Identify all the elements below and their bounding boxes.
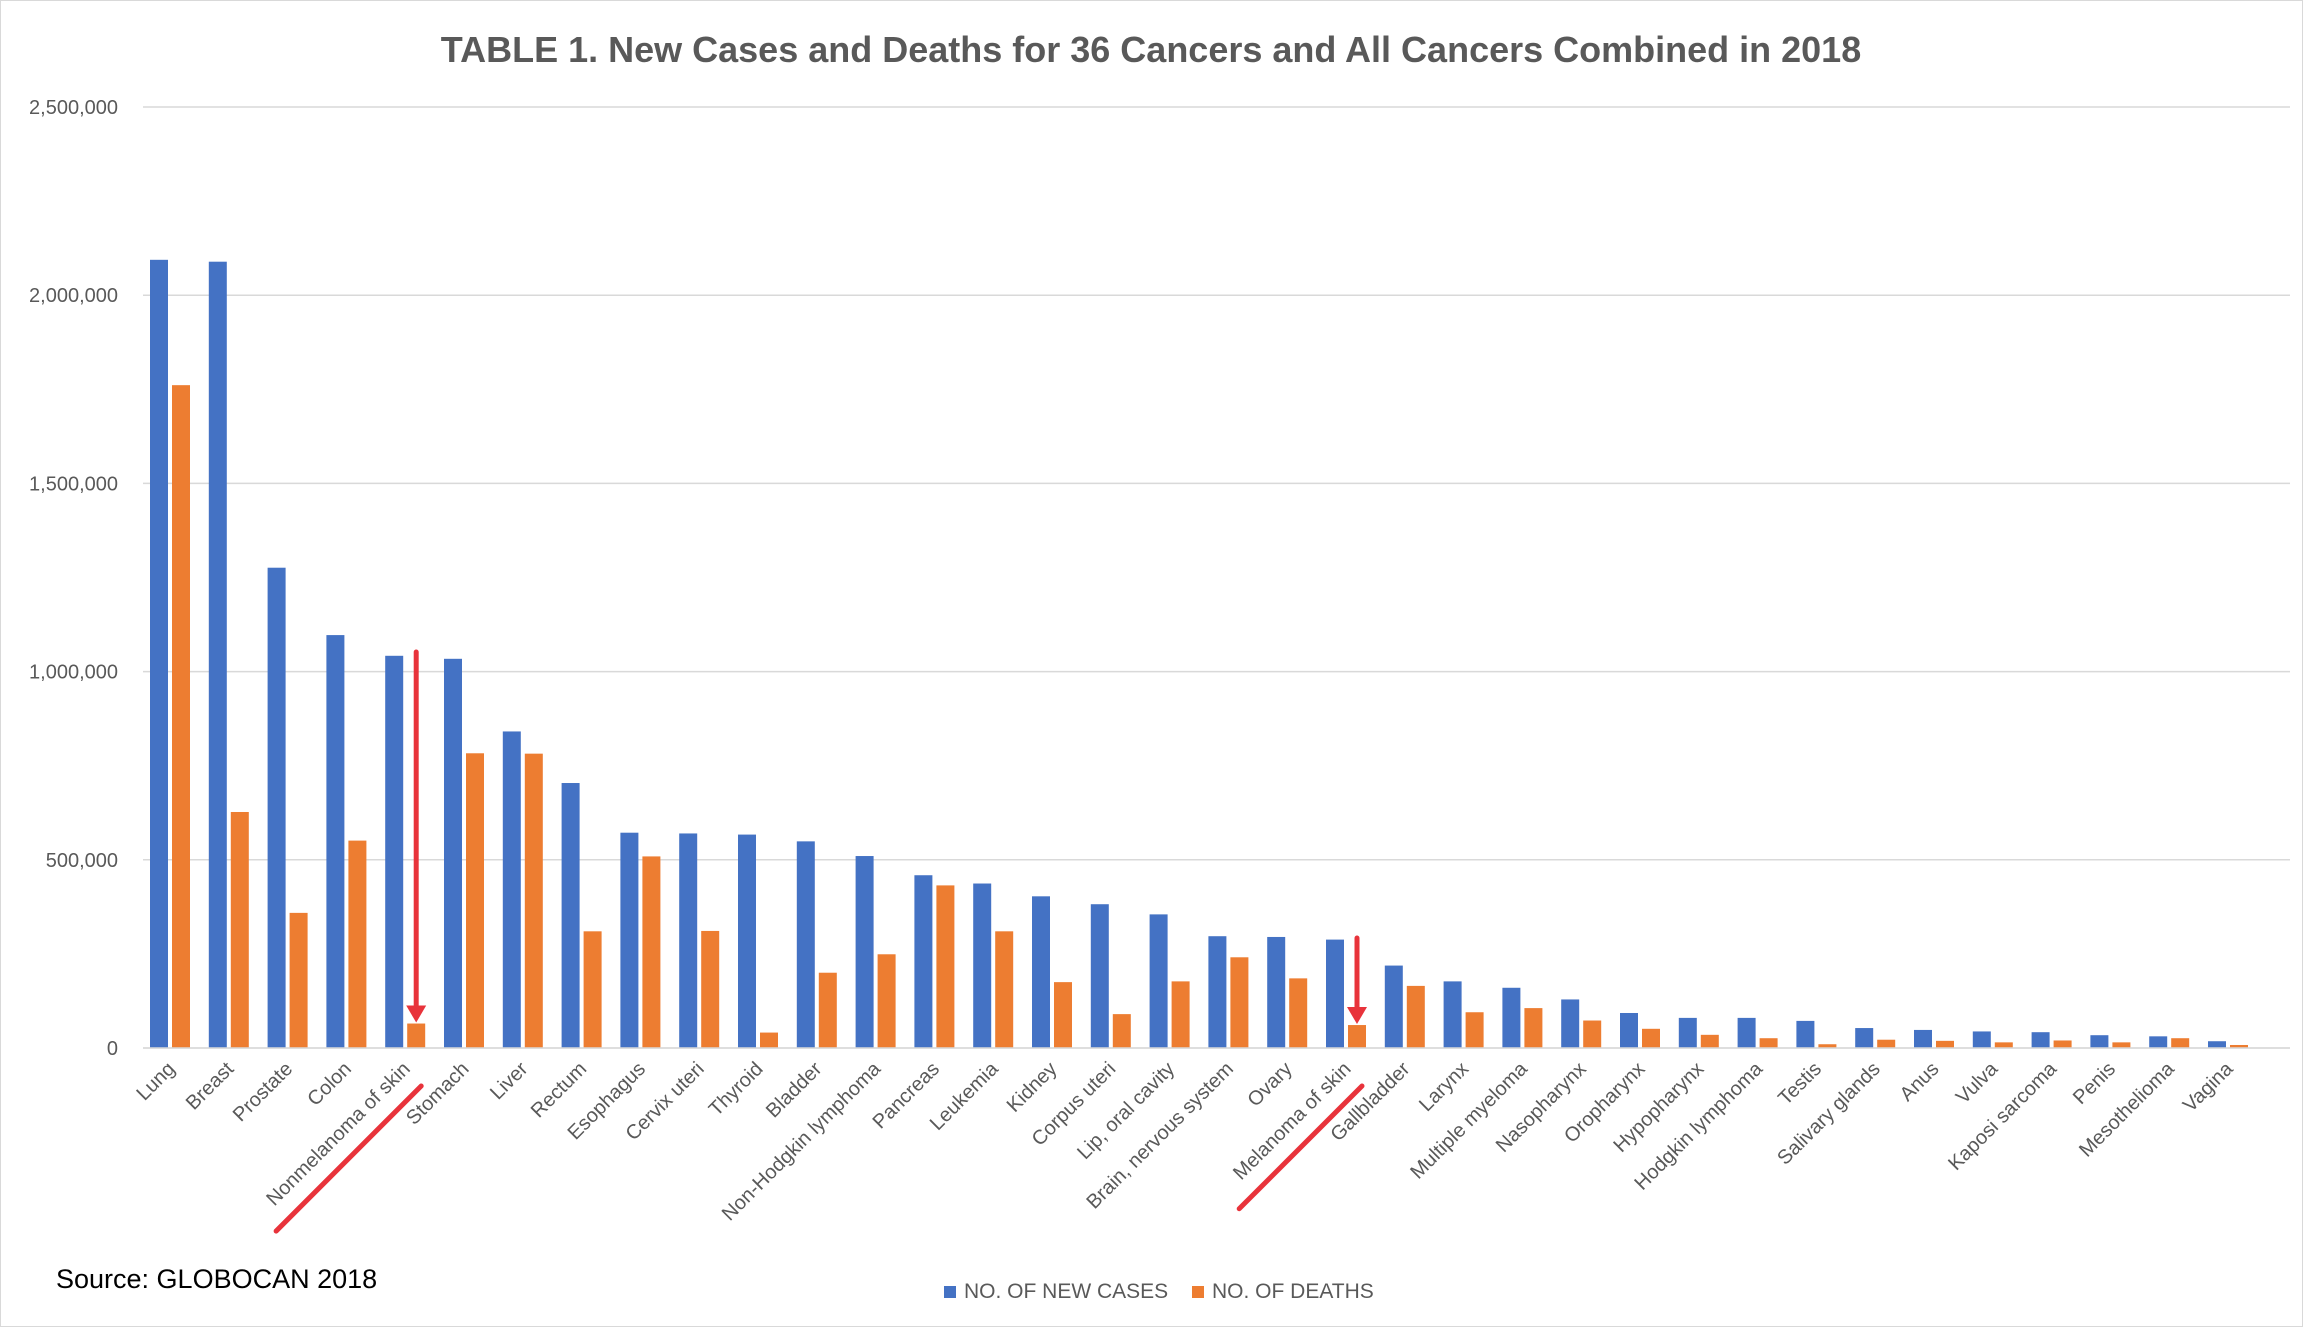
bar-new-cases	[973, 883, 992, 1048]
bar-new-cases	[796, 841, 815, 1048]
bar-deaths	[1877, 1039, 1896, 1048]
chart-title: TABLE 1. New Cases and Deaths for 36 Can…	[441, 29, 1861, 70]
bar-deaths	[995, 931, 1014, 1048]
bar-deaths	[1642, 1028, 1660, 1048]
bar-new-cases	[2208, 1041, 2226, 1048]
legend-swatch-deaths	[1192, 1286, 1204, 1298]
bar-deaths	[1994, 1042, 2013, 1048]
bar-deaths	[1171, 981, 1190, 1048]
bar-deaths	[289, 912, 308, 1048]
bar-new-cases	[914, 875, 933, 1048]
bar-new-cases	[1208, 936, 1227, 1048]
legend-item-new-cases: NO. OF NEW CASES	[944, 1280, 1168, 1304]
bar-new-cases	[208, 261, 227, 1048]
bar-new-cases	[1914, 1029, 1932, 1048]
bar-new-cases	[1502, 987, 1521, 1048]
bar-deaths	[1700, 1034, 1719, 1048]
bar-new-cases	[1678, 1017, 1697, 1048]
bar-deaths	[407, 1023, 426, 1048]
legend-label-new-cases: NO. OF NEW CASES	[964, 1280, 1169, 1303]
bar-new-cases	[326, 635, 345, 1048]
bar-deaths	[1289, 978, 1308, 1048]
bar-new-cases	[679, 833, 698, 1048]
y-tick-label: 500,000	[46, 850, 118, 872]
bar-new-cases	[502, 731, 521, 1048]
bar-new-cases	[620, 832, 639, 1048]
bar-new-cases	[2090, 1035, 2109, 1048]
y-tick-label: 2,000,000	[29, 285, 118, 307]
legend: NO. OF NEW CASES NO. OF DEATHS	[0, 1280, 2303, 1310]
bar-deaths	[701, 930, 720, 1048]
bar-deaths	[2171, 1038, 2190, 1048]
bar-new-cases	[150, 259, 168, 1049]
bar-new-cases	[561, 783, 580, 1048]
bar-new-cases	[2149, 1036, 2168, 1048]
bar-new-cases	[1443, 981, 1462, 1048]
highlight-underline	[1236, 1083, 1365, 1212]
bar-new-cases	[1384, 965, 1403, 1048]
bar-deaths	[466, 753, 484, 1048]
bar-deaths	[2230, 1044, 2248, 1048]
bar-deaths	[818, 972, 837, 1048]
bar-deaths	[642, 856, 661, 1048]
bar-deaths	[1583, 1020, 1602, 1048]
legend-label-deaths: NO. OF DEATHS	[1212, 1280, 1374, 1303]
bar-deaths	[1230, 957, 1249, 1048]
bar-new-cases	[1032, 896, 1050, 1048]
bar-new-cases	[1090, 904, 1109, 1048]
bar-deaths	[230, 811, 249, 1048]
bar-new-cases	[1855, 1028, 1874, 1048]
bar-new-cases	[1972, 1031, 1991, 1048]
highlight-arrow	[406, 649, 427, 1023]
bar-deaths	[348, 840, 367, 1048]
bars	[150, 259, 2248, 1049]
bar-new-cases	[855, 856, 874, 1048]
bar-deaths	[1936, 1040, 1954, 1048]
bar-new-cases	[738, 834, 756, 1048]
bar-deaths	[1112, 1014, 1131, 1048]
bar-new-cases	[1561, 999, 1580, 1048]
bar-deaths	[1406, 985, 1425, 1048]
bar-new-cases	[1149, 914, 1168, 1048]
bar-deaths	[760, 1032, 778, 1048]
bar-deaths	[936, 885, 955, 1048]
legend-swatch-new-cases	[944, 1286, 956, 1298]
bar-deaths	[2053, 1040, 2072, 1048]
legend-item-deaths: NO. OF DEATHS	[1192, 1280, 1374, 1304]
bar-deaths	[1054, 982, 1072, 1048]
y-tick-label: 2,500,000	[29, 97, 118, 119]
bar-new-cases	[1326, 939, 1344, 1048]
bar-deaths	[1465, 1012, 1484, 1048]
y-axis: 0 500,000 1,000,000 1,500,000 2,000,000 2,500…	[29, 97, 118, 1060]
bar-new-cases	[1267, 936, 1286, 1048]
bar-deaths	[1348, 1025, 1366, 1048]
bar-deaths	[172, 385, 190, 1048]
bar-deaths	[2112, 1042, 2131, 1048]
bar-deaths	[583, 931, 602, 1048]
y-tick-label: 1,500,000	[29, 473, 118, 495]
highlight-arrow	[1347, 935, 1367, 1025]
highlight-underline	[273, 1083, 424, 1234]
y-tick-label: 0	[107, 1038, 118, 1060]
bar-deaths	[1524, 1008, 1543, 1048]
bar-deaths	[524, 753, 543, 1048]
bar-new-cases	[1737, 1017, 1756, 1048]
annotations	[273, 649, 1367, 1234]
bar-deaths	[1818, 1044, 1837, 1048]
y-tick-label: 1,000,000	[29, 662, 118, 684]
bar-deaths	[1759, 1038, 1778, 1048]
bar-new-cases	[1796, 1020, 1815, 1048]
bar-new-cases	[1620, 1012, 1638, 1048]
bar-new-cases	[267, 567, 286, 1048]
source-note: Source: GLOBOCAN 2018	[56, 1264, 378, 1294]
bar-new-cases	[385, 655, 404, 1048]
bar-new-cases	[2031, 1032, 2050, 1048]
bar-new-cases	[444, 658, 462, 1048]
bar-deaths	[877, 954, 896, 1048]
